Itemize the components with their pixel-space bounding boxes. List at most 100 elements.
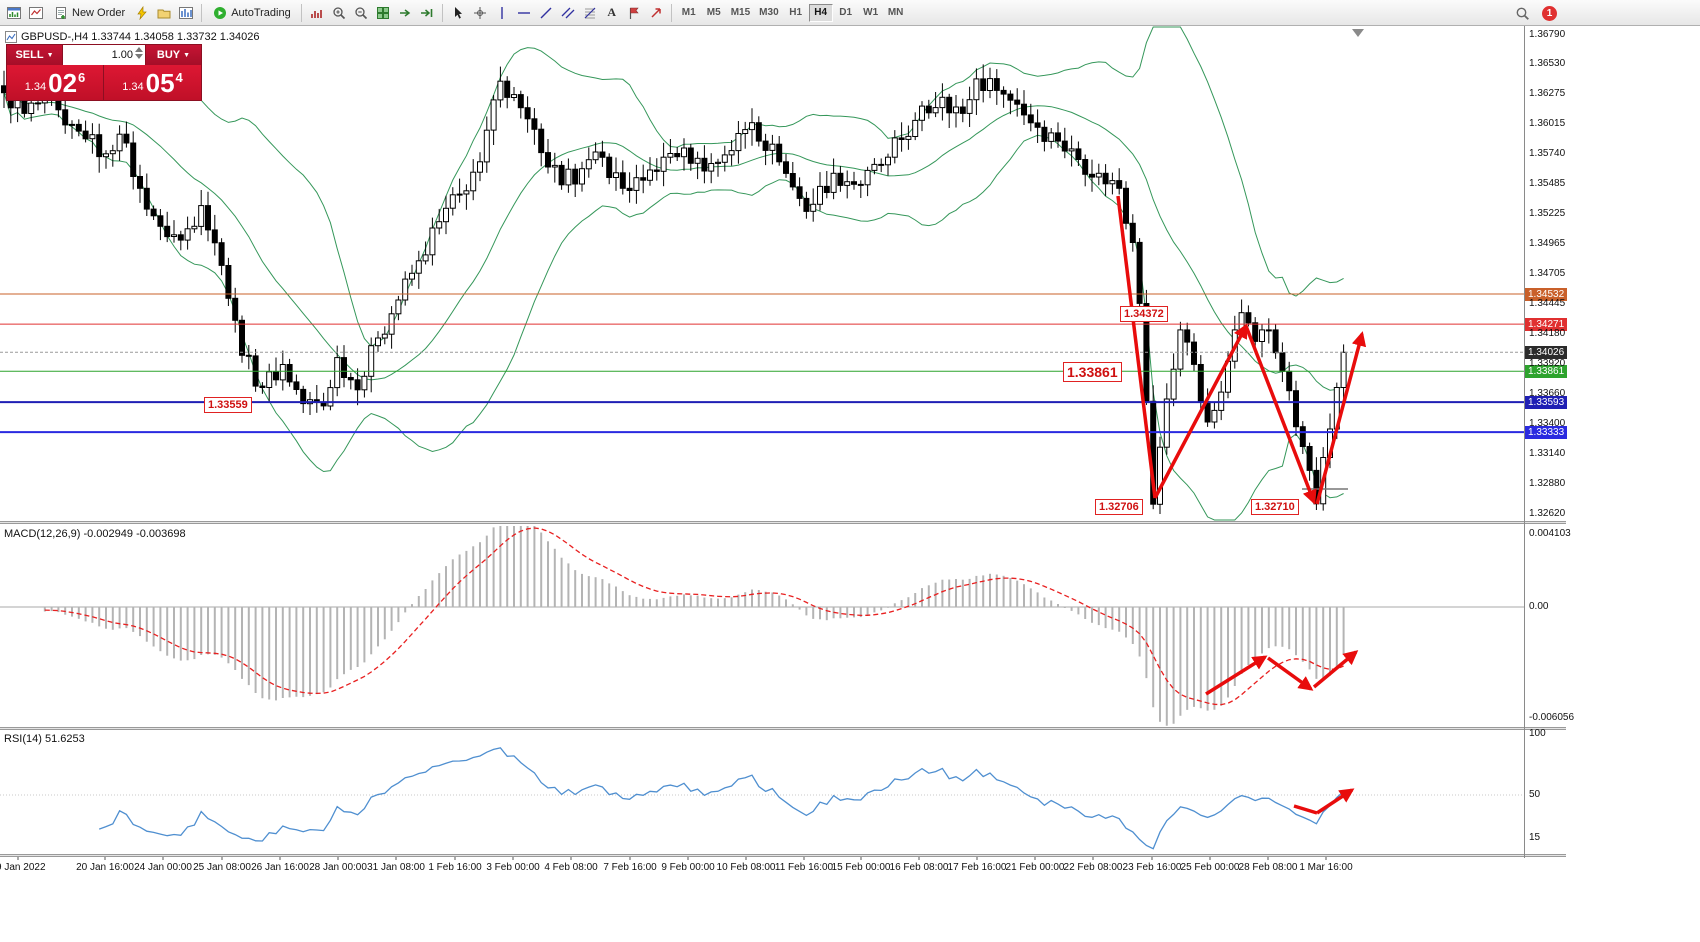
volume-value: 1.00	[111, 49, 133, 61]
crosshair-icon[interactable]	[470, 3, 490, 23]
text-icon[interactable]: A	[607, 5, 617, 19]
level-axis-label[interactable]: 1.33861	[1525, 364, 1568, 378]
time-axis-label: 17 Feb 16:00	[947, 862, 1007, 873]
price-annotation-box[interactable]: 1.32706	[1095, 499, 1143, 515]
price-annotation-box[interactable]: 1.33559	[204, 397, 252, 413]
indicators-icon[interactable]	[307, 3, 327, 23]
price-annotation-box[interactable]: 1.32710	[1251, 499, 1299, 515]
timeframe-m1[interactable]: M1	[681, 7, 696, 18]
zoom-in-icon[interactable]	[329, 3, 349, 23]
level-axis-label[interactable]: 1.34271	[1525, 317, 1568, 331]
rsi-trend-arrow[interactable]	[1316, 788, 1355, 815]
price-axis-tick: 1.34965	[1529, 238, 1566, 250]
time-axis-label: 7 Feb 16:00	[603, 862, 657, 873]
time-axis-label: 1 Feb 16:00	[428, 862, 482, 873]
trendline-icon[interactable]	[536, 3, 556, 23]
macd-trend-arrow[interactable]	[1266, 656, 1314, 691]
timeframe-d1[interactable]: D1	[839, 7, 853, 18]
fibonacci-icon[interactable]	[580, 3, 600, 23]
search-icon[interactable]	[1512, 3, 1532, 23]
time-axis-label: 28 Feb 08:00	[1238, 862, 1298, 873]
trend-arrow[interactable]	[1153, 323, 1248, 499]
timeframe-h1[interactable]: H1	[789, 7, 803, 18]
new-chart-icon[interactable]	[26, 3, 46, 23]
price-axis-tick: 1.33140	[1529, 447, 1566, 459]
one-click-trading-widget: SELL ▼ 1.00 BUY ▼ 1.34 02 6 1.34 05 4	[6, 44, 202, 101]
sell-price-small: 1.34	[24, 80, 47, 93]
price-annotation-box[interactable]: 1.33861	[1063, 362, 1122, 382]
time-axis-label: 22 Feb 08:00	[1063, 862, 1123, 873]
zoom-out-icon[interactable]	[351, 3, 371, 23]
autotrading-button[interactable]: AutoTrading	[207, 3, 296, 23]
chart-shift-marker[interactable]	[1352, 29, 1364, 37]
buy-button[interactable]: BUY ▼	[146, 45, 201, 65]
price-annotation-box[interactable]: 1.34372	[1120, 306, 1168, 322]
rsi-line	[98, 747, 1345, 850]
time-axis-label: 25 Jan 08:00	[193, 862, 251, 873]
timeframe-group: M1 M5 M15 M30 H1 H4 D1 W1 MN	[677, 3, 908, 22]
time-axis-label: 26 Jan 16:00	[251, 862, 309, 873]
toolbar-separator	[300, 3, 302, 22]
chart-template-icon[interactable]	[176, 3, 196, 23]
price-axis-tick: 1.36530	[1529, 58, 1566, 70]
volume-input[interactable]: 1.00	[62, 45, 146, 65]
vertical-line-icon[interactable]	[492, 3, 512, 23]
current-price-axis-label[interactable]: 1.34026	[1525, 345, 1568, 359]
buy-label: BUY	[156, 49, 181, 61]
trend-arrow[interactable]	[1315, 331, 1367, 505]
chart-window-icon[interactable]	[4, 3, 24, 23]
symbol-header: GBPUSD-,H4 1.33744 1.34058 1.33732 1.340…	[4, 30, 260, 43]
tile-windows-icon[interactable]	[373, 3, 393, 23]
buy-price-panel[interactable]: 1.34 05 4	[104, 65, 201, 100]
profiles-icon[interactable]	[154, 3, 174, 23]
macd-trend-arrow[interactable]	[1205, 655, 1268, 696]
timeframe-w1[interactable]: W1	[863, 7, 879, 18]
sell-price-sup: 6	[78, 70, 86, 85]
timeframe-m15[interactable]: M15	[730, 7, 751, 18]
timeframe-mn[interactable]: MN	[887, 7, 904, 18]
horizontal-line-icon[interactable]	[514, 3, 534, 23]
pane-separator[interactable]	[0, 521, 1566, 524]
bollinger-middle-band	[3, 92, 1344, 391]
level-axis-label[interactable]: 1.33333	[1525, 425, 1568, 439]
pane-separator[interactable]	[0, 727, 1566, 730]
level-axis-label[interactable]: 1.33593	[1525, 395, 1568, 409]
chart-shift-icon[interactable]	[417, 3, 437, 23]
notification-badge[interactable]: 1	[1542, 5, 1557, 21]
macd-axis-tick: 0.004103	[1529, 528, 1571, 539]
sell-button[interactable]: SELL ▼	[7, 45, 62, 65]
toolbar-separator	[441, 3, 443, 22]
cursor-icon[interactable]	[448, 3, 468, 23]
draw-arrows-icon[interactable]	[646, 3, 666, 23]
timeframe-m30[interactable]: M30	[759, 7, 779, 18]
toolbar: New Order AutoTrading	[0, 0, 1700, 26]
autotrading-label: AutoTrading	[231, 6, 291, 19]
pane-separator[interactable]	[0, 854, 1566, 857]
time-axis-label: 10 Feb 08:00	[716, 862, 776, 873]
time-axis-label: 1 Mar 16:00	[1299, 862, 1353, 873]
autoscroll-icon[interactable]	[395, 3, 415, 23]
new-order-button[interactable]: New Order	[48, 3, 130, 23]
level-axis-label[interactable]: 1.34532	[1525, 287, 1568, 301]
sell-price-panel[interactable]: 1.34 02 6	[7, 65, 104, 100]
price-axis-tick: 1.36275	[1529, 88, 1566, 100]
channel-icon[interactable]	[558, 3, 578, 23]
price-axis-tick: 1.33660	[1529, 387, 1566, 399]
rsi-trend-arrow[interactable]	[1293, 804, 1318, 815]
lightning-icon[interactable]	[132, 3, 152, 23]
timeframe-h4[interactable]: H4	[808, 3, 833, 22]
toolbar-separator	[201, 3, 203, 22]
macd-trend-arrow[interactable]	[1312, 650, 1359, 689]
time-axis-label: 3 Feb 00:00	[486, 862, 540, 873]
timeframe-m5[interactable]: M5	[706, 7, 721, 18]
sell-price-big: 02	[48, 67, 78, 98]
trend-arrow[interactable]	[1116, 195, 1157, 499]
volume-stepper[interactable]	[135, 47, 143, 59]
buy-price-big: 05	[145, 67, 175, 98]
rsi-axis-tick: 50	[1529, 789, 1541, 800]
trend-arrow[interactable]	[1244, 325, 1317, 505]
label-flag-icon[interactable]	[624, 3, 644, 23]
price-axis-tick: 1.34705	[1529, 268, 1566, 280]
toolbar-separator	[670, 3, 672, 22]
